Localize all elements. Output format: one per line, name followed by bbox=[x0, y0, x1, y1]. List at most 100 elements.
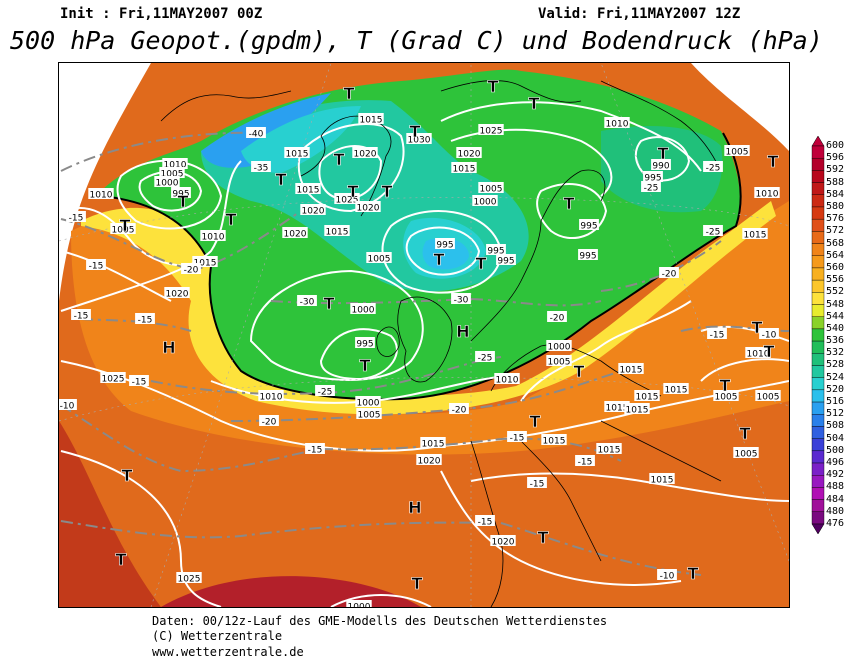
high-pressure-marker: H bbox=[456, 322, 469, 341]
low-pressure-marker: T bbox=[116, 550, 127, 569]
svg-text:1015: 1015 bbox=[744, 231, 767, 241]
legend-swatch bbox=[811, 255, 825, 269]
svg-text:1015: 1015 bbox=[651, 476, 674, 486]
legend-swatch bbox=[811, 340, 825, 354]
legend-swatch bbox=[811, 170, 825, 183]
low-pressure-marker: T bbox=[530, 412, 541, 431]
legend-swatch bbox=[811, 365, 825, 378]
low-pressure-marker: T bbox=[382, 182, 393, 201]
low-pressure-marker: T bbox=[178, 192, 189, 211]
isobar-label: 1020 bbox=[282, 227, 308, 240]
svg-text:995: 995 bbox=[644, 174, 661, 184]
legend-swatch bbox=[811, 145, 825, 159]
isotherm-label: -20 bbox=[259, 415, 279, 428]
isotherm-label: -25 bbox=[703, 225, 723, 238]
isobar-label: 1015 bbox=[284, 147, 310, 160]
legend-swatch bbox=[811, 292, 825, 305]
isotherm-label: -15 bbox=[305, 443, 325, 456]
isobar-label: 1010 bbox=[754, 187, 780, 200]
low-pressure-marker: T bbox=[768, 152, 779, 171]
isotherm-label: -25 bbox=[641, 181, 661, 194]
svg-text:1005: 1005 bbox=[548, 358, 571, 368]
legend-swatch bbox=[811, 487, 825, 500]
legend-level-label: 572 bbox=[826, 225, 845, 237]
svg-text:1020: 1020 bbox=[357, 204, 380, 214]
isotherm-label: -10 bbox=[59, 399, 77, 412]
isobar-label: 1000 bbox=[546, 340, 572, 353]
legend-swatch bbox=[811, 194, 825, 208]
svg-text:1000: 1000 bbox=[156, 179, 179, 189]
svg-text:-20: -20 bbox=[452, 406, 467, 416]
isobar-label: 1000 bbox=[154, 176, 180, 189]
svg-text:1005: 1005 bbox=[726, 148, 749, 158]
isotherm-label: -20 bbox=[547, 311, 567, 324]
isobar-label: 1000 bbox=[350, 303, 376, 316]
svg-text:1020: 1020 bbox=[492, 538, 515, 548]
band-cyan-north bbox=[241, 106, 361, 173]
svg-text:1015: 1015 bbox=[326, 228, 349, 238]
weather-map: 1015 1030 1025 1015 1020 1020 1015 1010 990 995 10… bbox=[58, 62, 790, 608]
low-pressure-marker: T bbox=[122, 466, 133, 485]
legend-swatch bbox=[811, 401, 825, 415]
svg-text:-30: -30 bbox=[300, 298, 315, 308]
low-pressure-marker: T bbox=[348, 182, 359, 201]
legend-level-label: 560 bbox=[826, 261, 845, 273]
isobar-label: 995 bbox=[496, 254, 516, 267]
isobar-label: 1020 bbox=[456, 147, 482, 160]
isobar-label: 1005 bbox=[755, 390, 781, 403]
svg-text:-35: -35 bbox=[254, 164, 269, 174]
svg-text:-30: -30 bbox=[454, 296, 469, 306]
svg-text:1025: 1025 bbox=[102, 375, 125, 385]
svg-text:1025: 1025 bbox=[480, 127, 503, 137]
low-pressure-marker: T bbox=[410, 122, 421, 141]
low-pressure-marker: T bbox=[412, 574, 423, 593]
low-pressure-marker: T bbox=[529, 94, 540, 113]
isotherm-label: -15 bbox=[507, 431, 527, 444]
svg-text:-15: -15 bbox=[89, 262, 104, 272]
legend-level-label: 500 bbox=[826, 444, 845, 456]
svg-text:-20: -20 bbox=[662, 270, 677, 280]
isobar-label: 1020 bbox=[355, 201, 381, 214]
isobar-label: 1010 bbox=[494, 373, 520, 386]
svg-text:-25: -25 bbox=[478, 354, 493, 364]
isobar-label: 1015 bbox=[295, 183, 321, 196]
svg-text:1020: 1020 bbox=[354, 150, 377, 160]
isobar-label: 1015 bbox=[451, 162, 477, 175]
svg-text:995: 995 bbox=[172, 190, 189, 200]
legend-level-label: 576 bbox=[826, 213, 845, 225]
legend-colorbar bbox=[811, 136, 825, 535]
isotherm-label: -10 bbox=[657, 569, 677, 582]
isobar-label: 1005 bbox=[546, 355, 572, 368]
low-pressure-marker: T bbox=[226, 210, 237, 229]
isotherm-label: -25 bbox=[475, 351, 495, 364]
legend-swatch bbox=[811, 206, 825, 220]
legend-level-label: 588 bbox=[826, 176, 845, 188]
domain-outside-right bbox=[691, 63, 789, 151]
svg-text:-10: -10 bbox=[60, 402, 75, 412]
valid-time: Valid: Fri,11MAY2007 12Z bbox=[538, 6, 741, 22]
legend-swatch bbox=[811, 511, 825, 525]
svg-text:990: 990 bbox=[652, 162, 669, 172]
low-pressure-marker: T bbox=[688, 564, 699, 583]
isotherm-label: -20 bbox=[181, 263, 201, 276]
isobar-label: 995 bbox=[643, 171, 663, 184]
svg-text:1010: 1010 bbox=[164, 161, 187, 171]
legend-arrow-top bbox=[811, 136, 825, 147]
isotherm-label: -15 bbox=[71, 309, 91, 322]
svg-text:1010: 1010 bbox=[606, 120, 629, 130]
legend-swatch bbox=[811, 182, 825, 195]
svg-text:-10: -10 bbox=[660, 572, 675, 582]
low-pressure-marker: T bbox=[764, 342, 775, 361]
svg-text:1030: 1030 bbox=[408, 136, 431, 146]
legend-level-label: 516 bbox=[826, 396, 845, 408]
isobar-label: 995 bbox=[355, 337, 375, 350]
svg-text:-25: -25 bbox=[644, 184, 659, 194]
footer-copyright: (C) Wetterzentrale bbox=[152, 629, 283, 643]
legend-level-label: 532 bbox=[826, 347, 845, 359]
high-pressure-marker: H bbox=[408, 498, 421, 517]
legend-swatch bbox=[811, 304, 825, 317]
isobar-label: 1000 bbox=[355, 396, 381, 409]
svg-text:1020: 1020 bbox=[418, 457, 441, 467]
domain-outside-left bbox=[59, 63, 151, 301]
